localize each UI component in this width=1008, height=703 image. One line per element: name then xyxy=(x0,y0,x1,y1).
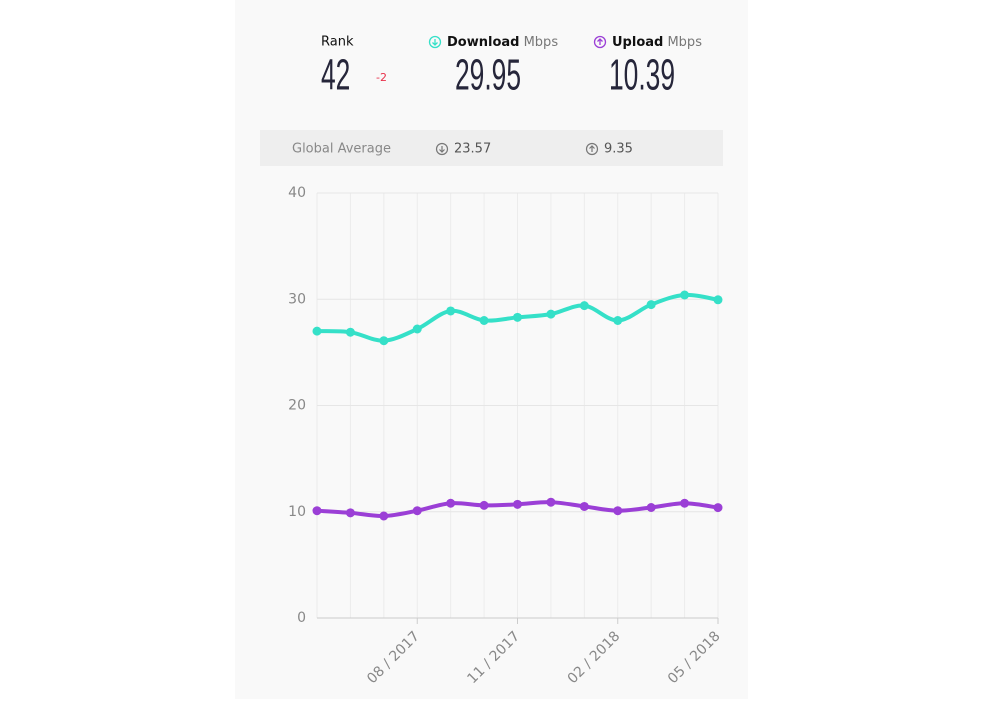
point xyxy=(312,506,322,516)
y-tick-label: 40 xyxy=(288,185,306,201)
upload-value: 10.39 xyxy=(609,50,675,100)
y-tick-label: 0 xyxy=(297,610,306,626)
rank: 42 xyxy=(321,50,350,100)
point xyxy=(613,316,623,325)
y-tick-label: 30 xyxy=(288,291,306,307)
unit: Mbps xyxy=(524,35,559,50)
point xyxy=(446,306,456,316)
rank-label: Rank xyxy=(321,35,354,50)
point xyxy=(546,497,556,507)
download-label-text: Download xyxy=(447,35,519,50)
global-download-icon xyxy=(435,142,449,156)
download-icon xyxy=(428,35,442,49)
global-download: 23.57 xyxy=(454,142,491,157)
point xyxy=(579,501,589,511)
global-upload: 9.35 xyxy=(604,142,633,157)
global-label: Global Average xyxy=(292,142,391,157)
point xyxy=(680,498,690,508)
global-upload-icon xyxy=(585,142,599,156)
y-tick-label: 20 xyxy=(288,398,306,414)
point xyxy=(646,300,656,310)
point xyxy=(479,316,489,325)
unit: Mbps xyxy=(667,35,702,50)
panel xyxy=(235,0,748,699)
point xyxy=(713,295,723,305)
point xyxy=(345,327,355,337)
download-value: 29.95 xyxy=(455,50,521,100)
upload-icon xyxy=(593,35,607,49)
point xyxy=(646,503,656,512)
point xyxy=(412,506,422,516)
point xyxy=(312,326,322,336)
point xyxy=(412,324,422,334)
point xyxy=(513,312,522,322)
point xyxy=(713,503,723,513)
point xyxy=(379,336,389,346)
upload-label-text: Upload xyxy=(612,35,663,50)
point xyxy=(513,499,522,509)
global-bar xyxy=(260,130,723,166)
y-tick-label: 10 xyxy=(288,504,306,520)
point xyxy=(446,498,456,508)
download-label: Download Mbps xyxy=(447,35,558,50)
point xyxy=(345,508,355,518)
point xyxy=(680,290,690,300)
point xyxy=(613,506,623,516)
point xyxy=(579,301,589,311)
point xyxy=(546,309,556,319)
upload-label: Upload Mbps xyxy=(612,35,702,50)
point xyxy=(379,511,389,521)
rank-change: -2 xyxy=(376,71,387,84)
point xyxy=(479,500,489,510)
